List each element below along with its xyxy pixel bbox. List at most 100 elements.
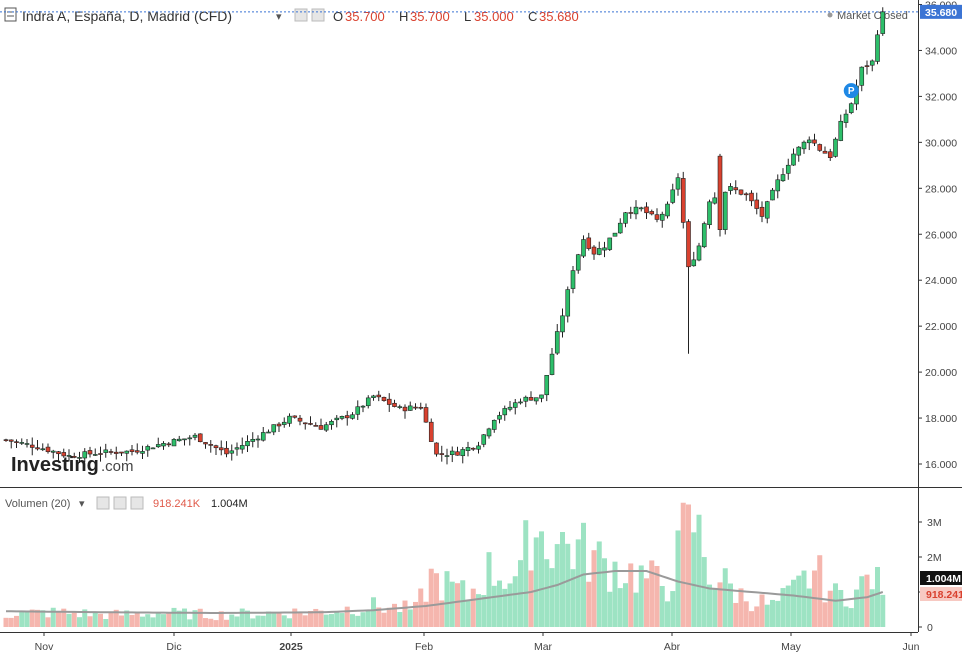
candle-body-up: [287, 415, 292, 424]
candle-body-down: [654, 214, 660, 220]
candle-body-up: [691, 259, 697, 267]
volume-bar-up: [444, 571, 450, 627]
candle-body-down: [381, 396, 387, 401]
volume-bar-up: [465, 599, 471, 627]
volume-bar-up: [843, 606, 849, 627]
candle-body-up: [560, 315, 565, 333]
volume-bar-down: [129, 614, 135, 627]
price-tick-label: 22.000: [925, 321, 957, 333]
volume-close-icon[interactable]: [130, 496, 144, 510]
volume-bar-up: [334, 611, 340, 627]
price-tick-label: 28.000: [925, 183, 957, 195]
candle-body-down: [166, 443, 172, 446]
candle-body-down: [119, 451, 124, 454]
candle-body-up: [701, 223, 707, 248]
volume-bar-down: [308, 610, 313, 627]
candlestick-series: [3, 7, 886, 465]
volume-bar-up: [255, 615, 261, 627]
volume-bar-up: [150, 617, 156, 627]
volume-bar-up: [775, 600, 781, 627]
candle-body-up: [869, 60, 875, 66]
volume-bar-down: [591, 550, 597, 627]
candle-body-up: [229, 450, 235, 454]
volume-bar-down: [87, 616, 93, 627]
candle-body-up: [575, 254, 581, 271]
candle-body-up: [329, 421, 334, 426]
candle-body-up: [245, 440, 250, 447]
volume-bar-down: [197, 608, 203, 627]
candle-body-down: [129, 449, 135, 452]
candle-body-up: [339, 416, 345, 419]
volume-bar-up: [145, 614, 151, 627]
volume-bar-down: [754, 606, 760, 627]
volume-bar-up: [491, 585, 497, 627]
volume-bar-up: [875, 566, 880, 627]
candle-body-up: [880, 11, 886, 34]
volume-bar-down: [743, 601, 749, 627]
volume-hide-icon[interactable]: [113, 496, 127, 510]
symbol-dropdown-icon[interactable]: ▾: [276, 11, 282, 23]
candle-body-down: [134, 450, 140, 453]
candle-body-up: [271, 424, 277, 433]
volume-settings-icon[interactable]: [96, 496, 110, 510]
candle-body-down: [864, 65, 870, 67]
volume-bar-up: [796, 575, 802, 627]
candle-body-up: [19, 442, 25, 444]
candle-body-down: [8, 439, 14, 442]
time-tick-label: 2025: [279, 641, 303, 653]
candle-body-up: [92, 454, 98, 456]
candle-body-up: [82, 451, 88, 459]
volume-bar-up: [397, 612, 403, 627]
volume-bar-down: [108, 611, 114, 627]
volume-bar-up: [691, 532, 697, 627]
volume-bar-up: [602, 558, 607, 627]
candle-body-down: [71, 456, 77, 458]
compare-icon[interactable]: [311, 8, 325, 22]
volume-label: Volumen (20): [5, 498, 70, 510]
candle-body-up: [696, 245, 702, 261]
candle-body-down: [376, 394, 382, 398]
volume-bar-up: [82, 609, 88, 627]
candle-body-up: [40, 448, 46, 451]
event-marker[interactable]: P: [843, 83, 859, 99]
candle-body-down: [749, 192, 754, 202]
volume-bar-down: [213, 620, 219, 627]
volume-bar-down: [208, 618, 214, 627]
volume-bar-up: [507, 583, 513, 627]
volume-bar-down: [402, 600, 408, 627]
candle-body-up: [77, 457, 82, 459]
candle-body-up: [523, 396, 529, 402]
volume-bar-up: [476, 594, 481, 627]
candle-body-down: [224, 447, 229, 455]
chart-header: Indra A, España, D, Madrid (CFD) ▾ O 35.…: [4, 7, 908, 24]
volume-bar-down: [428, 568, 434, 627]
price-axis: 16.000 18.000 20.000 22.000 24.000 26.000 28.0…: [918, 0, 957, 471]
event-marker-circle[interactable]: [843, 83, 859, 99]
candle-body-up: [581, 239, 586, 257]
candle-body-up: [602, 247, 607, 251]
investing-logo: Investing .com: [11, 454, 134, 476]
candle-body-down: [528, 397, 534, 401]
collapse-icon[interactable]: [4, 7, 17, 22]
candle-body-up: [507, 406, 513, 410]
volume-bar-up: [560, 531, 565, 627]
volume-dropdown-icon[interactable]: ▾: [79, 498, 85, 510]
candle-body-up: [612, 232, 618, 237]
settings-icon[interactable]: [294, 8, 308, 22]
volume-bar-down: [649, 560, 655, 627]
candle-body-down: [423, 407, 429, 423]
volume-bar-up: [103, 619, 109, 627]
volume-bar-up: [234, 616, 240, 627]
candle-body-up: [407, 405, 413, 411]
time-axis: Nov Dic 2025 Feb Mar Abr May Jun: [35, 632, 920, 653]
volume-bar-up: [806, 588, 812, 627]
candle-body-down: [817, 144, 823, 151]
candle-body-down: [213, 445, 219, 449]
volume-tag-bg: [920, 587, 962, 601]
candle-body-up: [371, 395, 376, 398]
volume-bar-up: [549, 568, 555, 627]
volume-bar-up: [791, 579, 796, 627]
volume-bar-up: [533, 537, 539, 627]
candle-body-down: [686, 221, 691, 268]
volume-bar-down: [35, 609, 40, 627]
